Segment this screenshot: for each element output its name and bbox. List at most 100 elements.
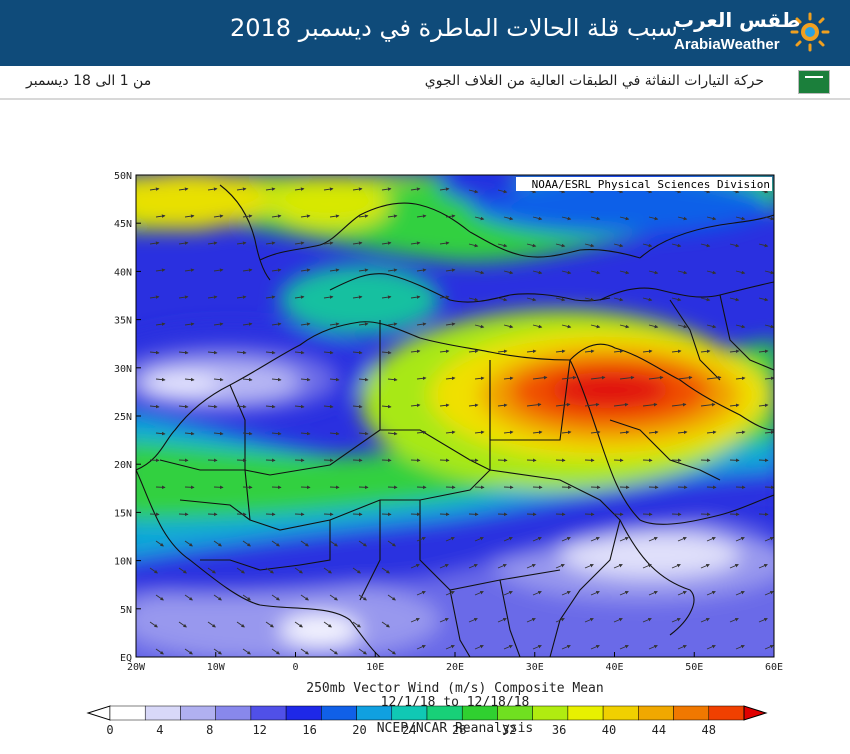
wind-vector-arrow: [503, 270, 514, 275]
wind-vector-arrow: [242, 594, 251, 601]
colorbar-low-arrow: [86, 705, 111, 721]
wind-vector-arrow: [416, 591, 426, 596]
wind-vector-arrow: [149, 621, 158, 628]
wind-vector-arrow: [178, 295, 189, 299]
colorbar-swatch: [215, 705, 252, 721]
wind-vector-arrow: [439, 241, 450, 245]
wind-vector-arrow: [416, 376, 427, 381]
date-range: من 1 الى 18 ديسمبر: [26, 73, 152, 89]
wind-vector-arrow: [648, 537, 658, 542]
credit-text: NOAA/ESRL Physical Sciences Division: [532, 178, 770, 191]
wind-vector-arrow: [381, 350, 392, 355]
colorbar-tick-label: 20: [352, 723, 366, 737]
longitude-labels: 20W 10W 0 10E 20E 30E 40E 50E 60E: [127, 652, 783, 673]
wind-vector-arrow: [416, 430, 427, 435]
wind-vector-arrow: [555, 243, 566, 248]
wind-vector-arrow: [410, 403, 421, 408]
colorbar-tick-label: 28: [452, 723, 466, 737]
wind-vector-arrow: [445, 214, 456, 218]
colorbar-swatch: [461, 705, 498, 721]
wind-vector-arrow: [677, 270, 688, 275]
wind-vector-arrow: [271, 431, 282, 436]
wind-vector-arrow: [329, 540, 338, 547]
wind-vector-arrow: [526, 618, 536, 623]
wind-vector-arrow: [764, 324, 774, 329]
wind-vector-arrow: [584, 618, 594, 623]
wind-vector-arrow: [242, 268, 253, 272]
wind-vector-arrow: [155, 268, 166, 272]
wind-vector-arrow: [706, 375, 722, 380]
wind-vector-arrow: [439, 187, 450, 191]
wind-vector-arrow: [387, 594, 396, 601]
wind-vector-arrow: [410, 618, 420, 623]
colorbar-tick-label: 24: [402, 723, 416, 737]
wind-vector-arrow: [207, 241, 218, 245]
wind-vector-arrow: [735, 324, 746, 329]
wind-vector-arrow: [613, 297, 624, 302]
wind-vector-arrow: [184, 322, 195, 326]
wind-vector-arrow: [184, 377, 195, 382]
wind-vector-arrow: [329, 322, 340, 326]
logo[interactable]: طقس العرب ArabiaWeather: [672, 8, 842, 60]
wind-vector-arrow: [155, 214, 166, 218]
colorbar-tick-label: 12: [252, 723, 266, 737]
wind-vector-arrow: [149, 187, 160, 191]
wind-vector-arrow: [242, 431, 253, 436]
wind-vector-arrow: [700, 402, 716, 407]
wind-vector-arrow: [526, 564, 536, 569]
wind-vector-arrow: [474, 324, 485, 329]
latitude-labels: 50N 45N 40N 35N 30N 25N 20N 15N 10N 5N EQ: [114, 171, 141, 664]
wind-vector-arrow: [468, 403, 479, 408]
colorbar-tick-label: 8: [206, 723, 213, 737]
wind-vector-arrow: [700, 297, 711, 302]
wind-vector-arrow: [526, 297, 537, 302]
wind-vector-arrow: [213, 431, 224, 436]
wind-vector-arrow: [700, 618, 710, 623]
wind-vector-arrow: [590, 216, 601, 221]
wind-vectors: [149, 187, 774, 655]
wind-vector-arrow: [526, 243, 537, 248]
wind-vector-arrow: [236, 295, 247, 299]
wind-vector-arrow: [271, 648, 280, 655]
wind-vector-arrow: [619, 270, 630, 275]
wind-vector-arrow: [242, 377, 253, 382]
colorbar-tick-label: 16: [302, 723, 316, 737]
wind-vector-arrow: [184, 540, 193, 547]
wind-vector-arrow: [584, 243, 595, 248]
wind-vector-arrow: [300, 540, 309, 547]
wind-vector-arrow: [265, 187, 276, 191]
wind-vector-arrow: [184, 268, 195, 272]
wind-vector-arrow: [445, 591, 455, 596]
page-title: سبب قلة الحالات الماطرة في ديسمبر 2018: [230, 14, 678, 42]
wind-vector-arrow: [503, 537, 513, 542]
wind-vector-arrow: [352, 295, 363, 299]
wind-vector-arrow: [213, 540, 222, 547]
wind-vector-arrow: [561, 645, 571, 650]
wind-vector-arrow: [503, 645, 513, 650]
wind-vector-arrow: [236, 187, 247, 191]
wind-vector-arrow: [642, 349, 653, 354]
wind-vector-arrow: [758, 618, 768, 623]
wind-vector-arrow: [729, 349, 740, 354]
wind-vector-arrow: [468, 618, 478, 623]
wind-vector-arrow: [613, 349, 624, 354]
wind-vector-arrow: [294, 621, 303, 628]
colorbar-tick-label: 40: [602, 723, 616, 737]
wind-vector-arrow: [271, 594, 280, 601]
wind-vector-arrow: [706, 645, 716, 650]
wind-vector-arrow: [648, 324, 659, 329]
wind-vector-arrow: [729, 564, 739, 569]
wind-vector-arrow: [387, 431, 398, 436]
latitude-label: 35N: [114, 316, 132, 327]
colorbar-high-arrow: [743, 705, 768, 721]
wind-vector-arrow: [416, 537, 426, 542]
wind-vector-arrow: [671, 297, 682, 302]
wind-vector-arrow: [474, 216, 485, 221]
wind-vector-arrow: [677, 537, 687, 542]
wind-vector-arrow: [352, 241, 363, 245]
wind-vector-arrow: [213, 214, 224, 218]
wind-vector-arrow: [561, 375, 577, 380]
colorbar-swatch: [109, 705, 146, 721]
wind-vector-arrow: [149, 295, 160, 299]
wind-vector-arrow: [184, 214, 195, 218]
